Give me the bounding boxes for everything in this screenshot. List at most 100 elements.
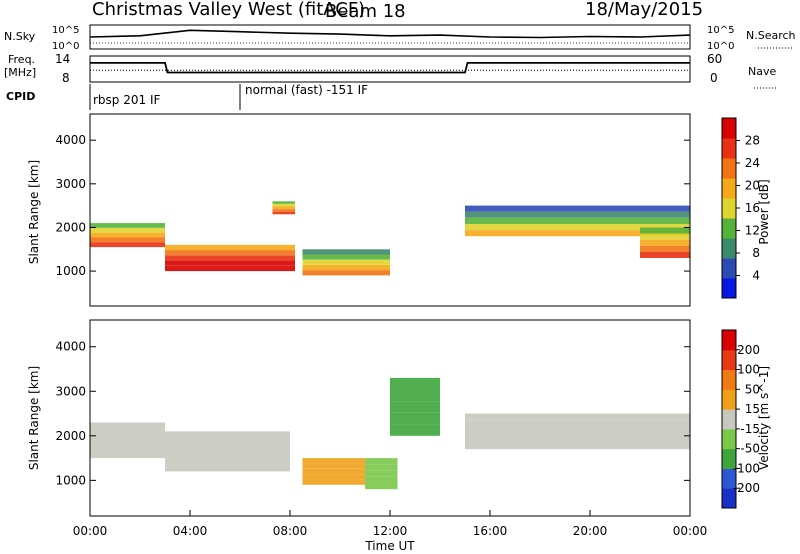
velocity-marks-feature-0-layer-2 xyxy=(90,436,165,444)
power-marks-feature-2-layer-3 xyxy=(302,265,390,271)
velocity-marks-feature-0-layer-3 xyxy=(90,443,165,451)
power-colorbar-label-6: 4 xyxy=(752,269,760,283)
velocity-marks-feature-3-layer-0 xyxy=(365,458,398,465)
cpid-segment-2: normal (fast) -151 IF xyxy=(245,83,368,97)
freq-label-line2: [MHz] xyxy=(4,66,36,79)
velocity-yticks: 4000 3000 2000 1000 xyxy=(55,340,690,487)
velocity-panel: 4000 3000 2000 1000 Slant Range [km] 200 100… xyxy=(27,319,771,517)
freq-label-line1: Freq. xyxy=(8,53,35,66)
x-tick-label-3: 12:00 xyxy=(373,524,408,538)
velocity-marks-feature-5-layer-0 xyxy=(465,413,690,421)
power-colorbar-label-0: 28 xyxy=(745,134,760,148)
velocity-colorbar-swatch-4 xyxy=(722,409,736,430)
power-ylabel: Slant Range [km] xyxy=(27,160,41,264)
power-marks-feature-0-layer-1 xyxy=(90,227,165,233)
x-tick-label-6: 00:00 xyxy=(673,524,708,538)
x-axis: 00:00 04:00 08:00 12:00 16:00 20:00 00:00 xyxy=(73,510,708,538)
velocity-colorbar-label-1: 100 xyxy=(737,363,760,377)
power-marks-feature-1-layer-2 xyxy=(165,255,295,261)
power-marks-feature-5-layer-4 xyxy=(640,251,690,258)
nsky-panel: N.Sky 10^5 10^0 10^5 10^0 N.Search xyxy=(4,24,796,52)
power-marks-feature-1-layer-3 xyxy=(165,260,295,266)
velocity-marks-feature-4-layer-4 xyxy=(390,424,440,436)
power-marks-feature-1-layer-0 xyxy=(165,244,295,251)
cpid-row: CPID rbsp 201 IF normal (fast) -151 IF xyxy=(6,83,368,110)
x-tick-label-5: 20:00 xyxy=(573,524,608,538)
x-tick-label-0: 00:00 xyxy=(73,524,108,538)
freq-frame xyxy=(89,55,691,83)
power-frame xyxy=(89,113,691,307)
power-marks-feature-0-layer-4 xyxy=(90,242,165,248)
power-colorbar-swatch-2 xyxy=(722,238,736,259)
power-colorbar: 28 24 20 16 12 8 4 xyxy=(721,117,760,299)
power-marks-feature-4-layer-0 xyxy=(465,205,690,212)
nsky-label: N.Sky xyxy=(4,30,36,43)
power-marks xyxy=(90,201,690,276)
power-marks-feature-3-layer-0 xyxy=(272,201,295,204)
velocity-marks-feature-3-layer-2 xyxy=(365,470,398,477)
velocity-marks-feature-5-layer-2 xyxy=(465,427,690,435)
power-colorbar-label-2: 20 xyxy=(745,179,760,193)
power-marks-feature-5-layer-0 xyxy=(640,227,690,234)
velocity-marks-feature-1-layer-4 xyxy=(165,463,290,472)
velocity-marks-feature-1-layer-3 xyxy=(165,455,290,464)
velocity-marks-feature-4-layer-2 xyxy=(390,401,440,413)
x-tick-label-2: 08:00 xyxy=(273,524,308,538)
velocity-colorbar-label-7: -200 xyxy=(733,481,760,495)
velocity-colorbar-swatch-0 xyxy=(722,488,736,509)
power-marks-feature-0-layer-3 xyxy=(90,237,165,243)
power-yticks-label-1: 3000 xyxy=(55,177,86,191)
velocity-marks-feature-5-layer-3 xyxy=(465,434,690,442)
power-colorbar-swatch-0 xyxy=(722,278,736,299)
velocity-marks-feature-2-layer-4 xyxy=(302,479,365,485)
power-colorbar-label: Power [dB] xyxy=(757,179,771,244)
velocity-marks-feature-4-layer-0 xyxy=(390,377,440,390)
beam-label: Beam 18 xyxy=(325,1,406,22)
velocity-marks-feature-0-layer-4 xyxy=(90,451,165,459)
power-marks-feature-2-layer-2 xyxy=(302,259,390,265)
title: Christmas Valley West (fitACF) xyxy=(92,0,365,20)
velocity-colorbar-swatch-1 xyxy=(722,468,736,489)
velocity-colorbar-swatch-3 xyxy=(722,428,736,450)
date-label: 18/May/2015 xyxy=(585,0,703,20)
freq-tick-top: 14 xyxy=(55,52,70,66)
power-marks-feature-3-layer-2 xyxy=(272,206,295,210)
velocity-colorbar-label-5: -50 xyxy=(740,442,760,456)
power-marks-feature-3-layer-4 xyxy=(272,211,295,215)
power-yticks-label-2: 2000 xyxy=(55,220,86,234)
power-marks-feature-4-layer-4 xyxy=(465,230,690,237)
velocity-marks-feature-2-layer-0 xyxy=(302,458,365,464)
velocity-colorbar-swatch-7 xyxy=(722,349,736,371)
velocity-colorbar-label-4: -15 xyxy=(740,422,760,436)
power-yticks: 4000 3000 2000 1000 xyxy=(55,133,690,278)
power-marks-feature-5-layer-1 xyxy=(640,233,690,240)
velocity-marks-feature-1-layer-0 xyxy=(165,431,290,440)
nave-tick-top: 60 xyxy=(707,52,722,66)
power-colorbar-label-3: 16 xyxy=(745,201,760,215)
freq-tick-bottom: 8 xyxy=(62,71,70,85)
power-marks-feature-3-layer-1 xyxy=(272,203,295,207)
power-colorbar-swatch-7 xyxy=(722,138,736,159)
nsky-tick-top: 10^5 xyxy=(52,25,79,36)
velocity-marks xyxy=(90,377,690,490)
power-colorbar-swatch-5 xyxy=(722,178,736,199)
velocity-colorbar-label-2: 50 xyxy=(745,382,760,396)
velocity-colorbar: 200 100 50 15 -15 -50 -100 -200 xyxy=(721,329,760,509)
freq-series-line xyxy=(90,62,690,74)
velocity-marks-feature-5-layer-1 xyxy=(465,420,690,428)
power-colorbar-label-5: 8 xyxy=(752,246,760,260)
velocity-marks-feature-1-layer-1 xyxy=(165,439,290,448)
nsearch-tick-top: 10^5 xyxy=(707,25,734,36)
power-colorbar-swatch-6 xyxy=(722,158,736,179)
velocity-colorbar-label-3: 15 xyxy=(745,402,760,416)
velocity-ylabel: Slant Range [km] xyxy=(27,366,41,470)
velocity-colorbar-label-0: 200 xyxy=(737,343,760,357)
power-colorbar-label-1: 24 xyxy=(745,156,760,170)
x-tick-label-1: 04:00 xyxy=(173,524,208,538)
freq-panel: Freq. [MHz] 14 8 60 0 Nave xyxy=(4,52,776,89)
nsky-tick-bottom: 10^0 xyxy=(52,41,79,52)
power-marks-feature-2-layer-1 xyxy=(302,254,390,260)
cpid-segment-1: rbsp 201 IF xyxy=(93,93,160,107)
power-marks-feature-0-layer-0 xyxy=(90,223,165,228)
power-marks-feature-4-layer-2 xyxy=(465,217,690,224)
